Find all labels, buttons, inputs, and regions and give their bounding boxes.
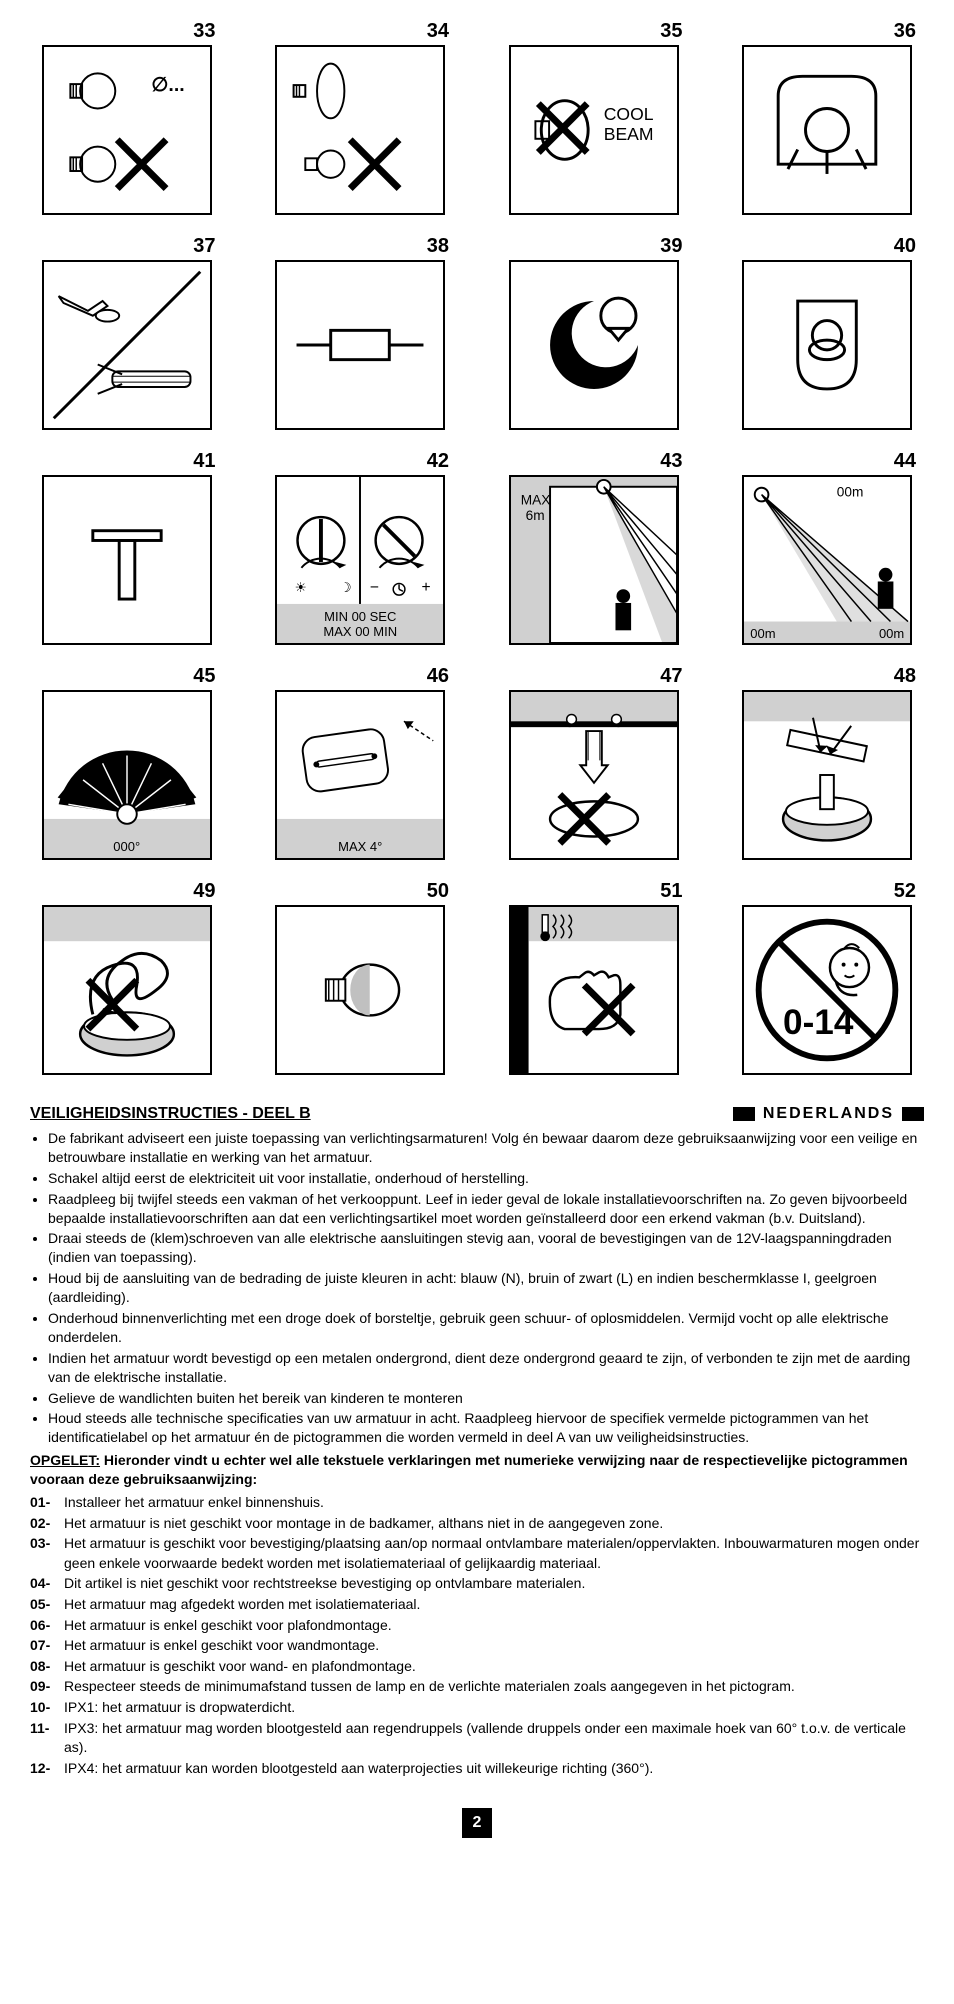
- pictogram-number: 41: [30, 450, 224, 473]
- pictogram-box: [42, 905, 212, 1075]
- pictogram-37: 37: [30, 235, 224, 430]
- pictogram-number: 43: [497, 450, 691, 473]
- pictogram-box: [509, 690, 679, 860]
- pictogram-35: 35: [497, 20, 691, 215]
- pictogram-grid: 33 34 35 36 37 38 39 40 41 42 MIN 00 SECMAX 00 MIN…: [30, 20, 924, 1075]
- pictogram-box: [742, 905, 912, 1075]
- pictogram-50: 50: [264, 880, 458, 1075]
- pictogram-41: 41: [30, 450, 224, 645]
- pictogram-number: 37: [30, 235, 224, 258]
- pictogram-number: 52: [731, 880, 925, 903]
- section-title: VEILIGHEIDSINSTRUCTIES - DEEL B: [30, 1105, 311, 1123]
- language-tag: NEDERLANDS: [733, 1105, 924, 1123]
- pictogram-box: [742, 690, 912, 860]
- pictogram-33: 33: [30, 20, 224, 215]
- pictogram-box: MIN 00 SECMAX 00 MIN: [275, 475, 445, 645]
- pictogram-box: [275, 905, 445, 1075]
- numbered-item: 10-IPX1: het armatuur is dropwaterdicht.: [30, 1698, 924, 1718]
- pictogram-44: 4400m00m: [731, 450, 925, 645]
- numbered-item: 11-IPX3: het armatuur mag worden blootge…: [30, 1719, 924, 1758]
- numbered-item: 09-Respecteer steeds de minimumafstand t…: [30, 1677, 924, 1697]
- pictogram-box: [509, 45, 679, 215]
- pictogram-number: 34: [264, 20, 458, 43]
- numbered-item: 07-Het armatuur is enkel geschikt voor w…: [30, 1636, 924, 1656]
- bullet-item: Onderhoud binnenverlichting met een drog…: [48, 1309, 924, 1347]
- pictogram-43: 43: [497, 450, 691, 645]
- pictogram-36: 36: [731, 20, 925, 215]
- pictogram-box: [42, 45, 212, 215]
- pictogram-34: 34: [264, 20, 458, 215]
- pictogram-box: [509, 905, 679, 1075]
- opgelet-row: OPGELET: Hieronder vindt u echter wel al…: [30, 1451, 924, 1489]
- pictogram-number: 38: [264, 235, 458, 258]
- pictogram-47: 47: [497, 665, 691, 860]
- pictogram-number: 40: [731, 235, 925, 258]
- pictogram-box: [742, 45, 912, 215]
- bullet-item: Raadpleeg bij twijfel steeds een vakman …: [48, 1190, 924, 1228]
- bullet-item: Indien het armatuur wordt bevestigd op e…: [48, 1349, 924, 1387]
- pictogram-number: 50: [264, 880, 458, 903]
- pictogram-42: 42 MIN 00 SECMAX 00 MIN: [264, 450, 458, 645]
- numbered-item: 08-Het armatuur is geschikt voor wand- e…: [30, 1657, 924, 1677]
- bullet-item: Houd bij de aansluiting van de bedrading…: [48, 1269, 924, 1307]
- numbered-item: 01-Installeer het armatuur enkel binnens…: [30, 1493, 924, 1513]
- page-number: 2: [462, 1808, 492, 1838]
- numbered-item: 06-Het armatuur is enkel geschikt voor p…: [30, 1616, 924, 1636]
- pictogram-box: [509, 475, 679, 645]
- pictogram-number: 47: [497, 665, 691, 688]
- pictogram-box: [42, 260, 212, 430]
- bullet-item: Gelieve de wandlichten buiten het bereik…: [48, 1389, 924, 1408]
- pictogram-box: MAX 4°: [275, 690, 445, 860]
- numbered-item: 04-Dit artikel is niet geschikt voor rec…: [30, 1574, 924, 1594]
- numbered-item: 03-Het armatuur is geschikt voor bevesti…: [30, 1534, 924, 1573]
- pictogram-48: 48: [731, 665, 925, 860]
- pictogram-number: 48: [731, 665, 925, 688]
- pictogram-number: 44: [731, 450, 925, 473]
- pictogram-box: [42, 475, 212, 645]
- pictogram-number: 46: [264, 665, 458, 688]
- pictogram-number: 51: [497, 880, 691, 903]
- safety-bullets: De fabrikant adviseert een juiste toepas…: [30, 1129, 924, 1447]
- pictogram-box: [509, 260, 679, 430]
- bullet-item: Houd steeds alle technische specificatie…: [48, 1409, 924, 1447]
- pictogram-number: 33: [30, 20, 224, 43]
- pictogram-box: [742, 260, 912, 430]
- pictogram-51: 51: [497, 880, 691, 1075]
- pictogram-box: 000°: [42, 690, 212, 860]
- pictogram-number: 49: [30, 880, 224, 903]
- pictogram-45: 45 000°: [30, 665, 224, 860]
- pictogram-number: 45: [30, 665, 224, 688]
- pictogram-box: [275, 45, 445, 215]
- bullet-item: Draai steeds de (klem)schroeven van alle…: [48, 1229, 924, 1267]
- section-header: VEILIGHEIDSINSTRUCTIES - DEEL B NEDERLAN…: [30, 1105, 924, 1123]
- bullet-item: De fabrikant adviseert een juiste toepas…: [48, 1129, 924, 1167]
- pictogram-38: 38: [264, 235, 458, 430]
- pictogram-caption: MIN 00 SECMAX 00 MIN: [277, 605, 443, 643]
- pictogram-number: 42: [264, 450, 458, 473]
- pictogram-40: 40: [731, 235, 925, 430]
- pictogram-number: 35: [497, 20, 691, 43]
- numbered-item: 12-IPX4: het armatuur kan worden blootge…: [30, 1759, 924, 1779]
- pictogram-caption: MAX 4°: [277, 835, 443, 858]
- numbered-list: 01-Installeer het armatuur enkel binnens…: [30, 1493, 924, 1778]
- pictogram-box: 00m00m: [742, 475, 912, 645]
- pictogram-49: 49: [30, 880, 224, 1075]
- pictogram-number: 39: [497, 235, 691, 258]
- pictogram-46: 46 MAX 4°: [264, 665, 458, 860]
- pictogram-box: [275, 260, 445, 430]
- pictogram-39: 39: [497, 235, 691, 430]
- numbered-item: 02-Het armatuur is niet geschikt voor mo…: [30, 1514, 924, 1534]
- pictogram-52: 52: [731, 880, 925, 1075]
- bullet-item: Schakel altijd eerst de elektriciteit ui…: [48, 1169, 924, 1188]
- pictogram-caption: 000°: [44, 835, 210, 858]
- numbered-item: 05-Het armatuur mag afgedekt worden met …: [30, 1595, 924, 1615]
- pictogram-number: 36: [731, 20, 925, 43]
